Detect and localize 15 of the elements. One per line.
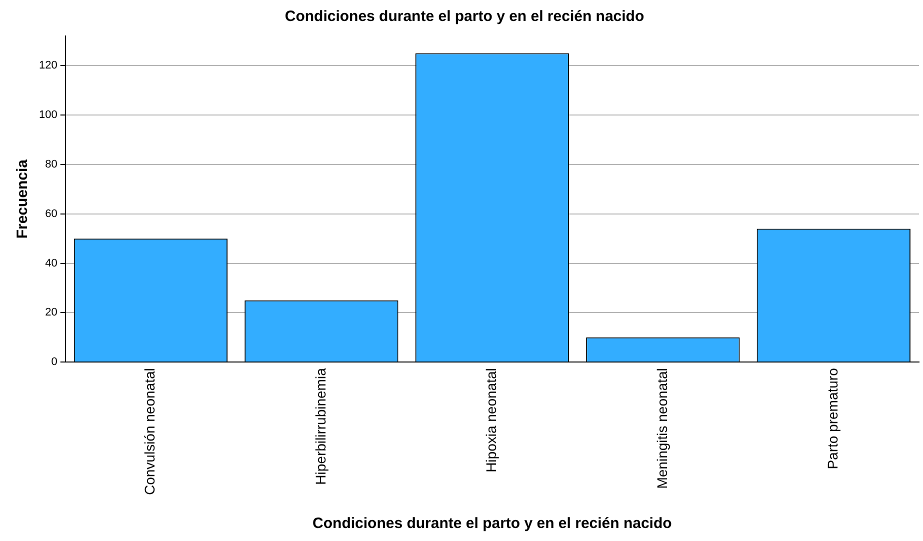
x-tick-label: Hiperbilirrubinemia [312, 368, 328, 485]
y-tick-label: 100 [38, 109, 58, 122]
y-tick-label: 40 [45, 257, 58, 270]
y-tick-label: 60 [45, 208, 58, 220]
y-tick-label: 0 [51, 356, 58, 368]
y-tick-label: 20 [45, 306, 58, 319]
chart-title: Condiciones durante el parto y en el recién nacido [284, 8, 644, 26]
y-axis-title: Frecuencia [14, 158, 32, 239]
y-tick-label: 120 [38, 60, 58, 72]
y-tick-label: 80 [45, 158, 58, 171]
x-tick-label: Convulsión neonatal [142, 368, 158, 496]
x-tick-label: Meningitis neonatal [654, 368, 670, 489]
x-tick-label: Hipoxia neonatal [483, 368, 500, 472]
x-axis-title: Condiciones durante el parto y en el recién nacido [312, 515, 672, 532]
x-tick-label: Parto prematuro [824, 368, 840, 470]
